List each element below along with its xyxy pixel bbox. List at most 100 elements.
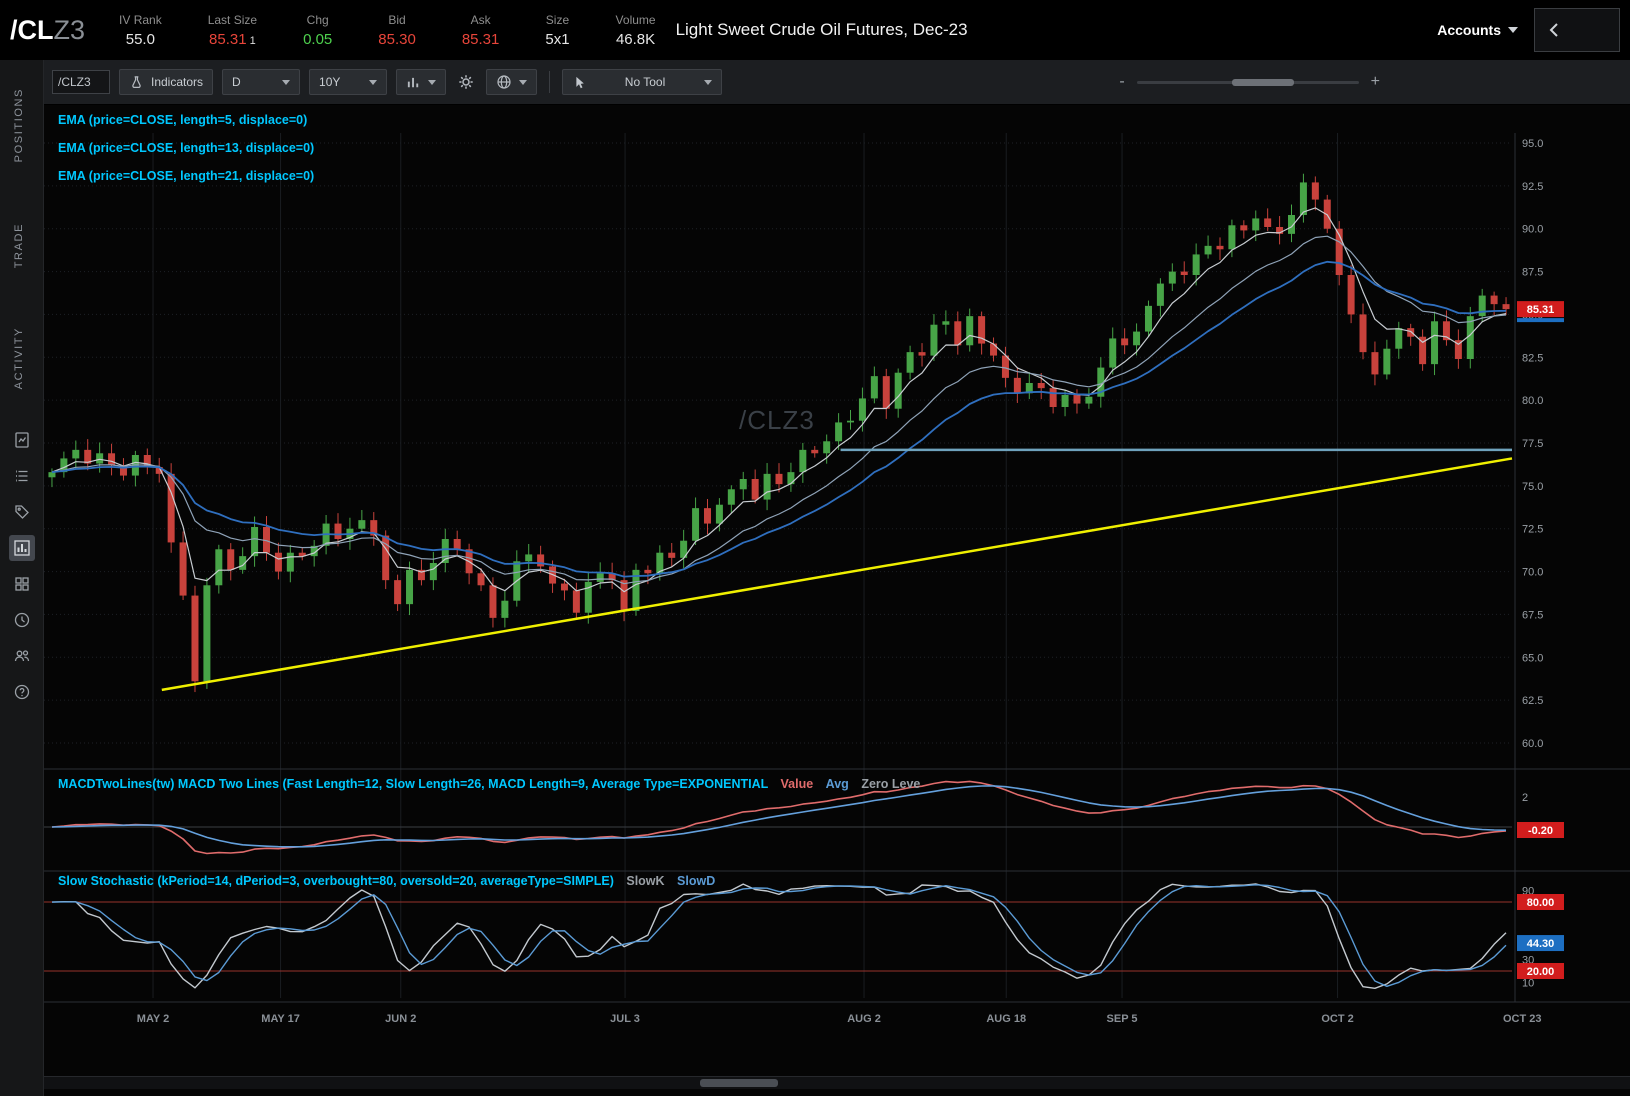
history-clock-icon[interactable] <box>9 607 35 633</box>
apps-grid-icon[interactable] <box>9 571 35 597</box>
svg-text:95.0: 95.0 <box>1522 138 1543 150</box>
watchlist-icon[interactable] <box>9 463 35 489</box>
active-tool-value: No Tool <box>624 75 666 89</box>
svg-text:AUG 18: AUG 18 <box>986 1013 1026 1025</box>
cursor-icon <box>576 76 584 88</box>
svg-text:SEP 5: SEP 5 <box>1107 1013 1138 1025</box>
svg-text:10: 10 <box>1522 978 1534 990</box>
sidebar-icon-stack <box>0 427 44 705</box>
toolbar-separator <box>549 71 551 93</box>
field-label: Volume <box>615 12 656 27</box>
indicators-button[interactable]: Indicators <box>119 69 214 95</box>
last-price: 85.31 <box>209 30 247 48</box>
flask-icon <box>132 75 141 88</box>
svg-text:85.31: 85.31 <box>1527 304 1555 316</box>
field-label: Size <box>545 12 570 27</box>
field-ask: Ask 85.31 <box>462 13 500 48</box>
svg-text:92.5: 92.5 <box>1522 181 1543 193</box>
svg-text:MAY 17: MAY 17 <box>261 1013 300 1025</box>
field-label: Chg <box>306 12 329 27</box>
field-last-size: Last Size 85.31 1 <box>208 13 257 48</box>
svg-text:20.00: 20.00 <box>1527 966 1555 978</box>
active-tool-dropdown[interactable]: No Tool <box>562 69 723 95</box>
macd-study-label[interactable]: MACDTwoLines(tw) MACD Two Lines (Fast Le… <box>58 777 920 791</box>
quote-header: /CL Z3 IV Rank 55.0 Last Size 85.31 1 Chg… <box>0 0 1630 60</box>
svg-text:-0.20: -0.20 <box>1528 825 1553 837</box>
macd-legend-value: Value <box>780 777 814 791</box>
chevron-down-icon <box>428 79 437 85</box>
monitor-report-icon[interactable] <box>9 427 35 453</box>
chevron-down-icon <box>282 79 291 85</box>
zoom-in-button[interactable]: + <box>1370 73 1380 90</box>
svg-text:MAY 2: MAY 2 <box>137 1013 169 1025</box>
svg-text:87.5: 87.5 <box>1522 267 1543 279</box>
size-value: 5x1 <box>545 30 570 48</box>
range-value: 10Y <box>319 75 341 89</box>
chart-area: /CLZ3 95.092.590.087.585.082.580.077.575… <box>44 105 1630 1096</box>
settings-button[interactable] <box>455 69 477 95</box>
svg-text:OCT 23: OCT 23 <box>1503 1013 1542 1025</box>
symbol-root: /CL <box>10 14 54 45</box>
chart-canvas[interactable]: 95.092.590.087.585.082.580.077.575.072.5… <box>44 105 1630 1096</box>
scrollbar-handle[interactable] <box>700 1079 778 1087</box>
sidebar-tab-positions[interactable]: POSITIONS <box>13 88 25 163</box>
svg-text:75.0: 75.0 <box>1522 481 1543 493</box>
bid-value: 85.30 <box>378 30 416 48</box>
field-label: Ask <box>470 12 491 27</box>
change-value: 0.05 <box>303 30 333 48</box>
study-ema5-label[interactable]: EMA (price=CLOSE, length=5, displace=0) <box>58 113 308 127</box>
last-size-qty: 1 <box>249 34 256 47</box>
zoom-slider[interactable] <box>1136 78 1359 86</box>
trade-tag-icon[interactable] <box>9 499 35 525</box>
chart-icon[interactable] <box>9 535 35 561</box>
chevron-down-icon <box>369 79 378 85</box>
bar-chart-icon <box>407 77 419 87</box>
svg-text:72.5: 72.5 <box>1522 524 1543 536</box>
svg-text:62.5: 62.5 <box>1522 695 1543 707</box>
field-label: Last Size <box>207 12 258 27</box>
sidebar-tab-trade[interactable]: TRADE <box>13 223 25 269</box>
macd-legend-zero: Zero Leve <box>861 777 921 791</box>
study-ema21-label[interactable]: EMA (price=CLOSE, length=21, displace=0) <box>58 169 315 183</box>
stoch-legend-slowk: SlowK <box>626 874 665 888</box>
zoom-slider-handle[interactable] <box>1231 78 1294 86</box>
study-ema13-label[interactable]: EMA (price=CLOSE, length=13, displace=0) <box>58 141 315 155</box>
field-bid: Bid 85.30 <box>378 13 416 48</box>
chevron-down-icon <box>1508 27 1518 33</box>
drawing-tools-dropdown[interactable] <box>486 69 538 95</box>
field-label: IV Rank <box>119 12 162 27</box>
accounts-dropdown[interactable]: Accounts <box>1437 22 1518 38</box>
chevron-left-icon <box>1549 23 1558 37</box>
instrument-description: Light Sweet Crude Oil Futures, Dec-23 <box>675 20 968 39</box>
sidebar-tab-activity[interactable]: ACTIVITY <box>13 327 25 390</box>
svg-text:60.0: 60.0 <box>1522 738 1543 750</box>
people-icon[interactable] <box>9 643 35 669</box>
field-size: Size 5x1 <box>545 13 569 48</box>
chart-style-dropdown[interactable] <box>396 69 447 95</box>
svg-text:65.0: 65.0 <box>1522 652 1543 664</box>
svg-text:JUN 2: JUN 2 <box>385 1013 416 1025</box>
macd-title-text: MACDTwoLines(tw) MACD Two Lines (Fast Le… <box>58 777 769 791</box>
chevron-down-icon <box>519 79 528 85</box>
stochastic-study-label[interactable]: Slow Stochastic (kPeriod=14, dPeriod=3, … <box>58 874 715 888</box>
collapse-right-panel-button[interactable] <box>1534 8 1620 52</box>
zoom-out-button[interactable]: - <box>1119 73 1125 90</box>
svg-text:70.0: 70.0 <box>1522 567 1543 579</box>
study-labels: EMA (price=CLOSE, length=5, displace=0) … <box>58 113 314 197</box>
stoch-title-text: Slow Stochastic (kPeriod=14, dPeriod=3, … <box>58 874 614 888</box>
symbol-input[interactable] <box>52 70 110 94</box>
field-chg: Chg 0.05 <box>303 13 332 48</box>
timeframe-dropdown[interactable]: D <box>222 69 301 95</box>
svg-text:AUG 2: AUG 2 <box>847 1013 881 1025</box>
indicators-label: Indicators <box>151 75 204 89</box>
svg-text:77.5: 77.5 <box>1522 438 1543 450</box>
symbol-contract: Z3 <box>53 14 86 45</box>
field-value: 55.0 <box>125 30 155 48</box>
help-icon[interactable] <box>9 679 35 705</box>
range-dropdown[interactable]: 10Y <box>309 69 388 95</box>
accounts-label: Accounts <box>1437 22 1501 38</box>
chart-horizontal-scrollbar[interactable] <box>44 1076 1630 1089</box>
left-sidebar: POSITIONS TRADE ACTIVITY <box>0 60 44 1096</box>
timeframe-value: D <box>232 75 241 89</box>
macd-legend-avg: Avg <box>825 777 849 791</box>
